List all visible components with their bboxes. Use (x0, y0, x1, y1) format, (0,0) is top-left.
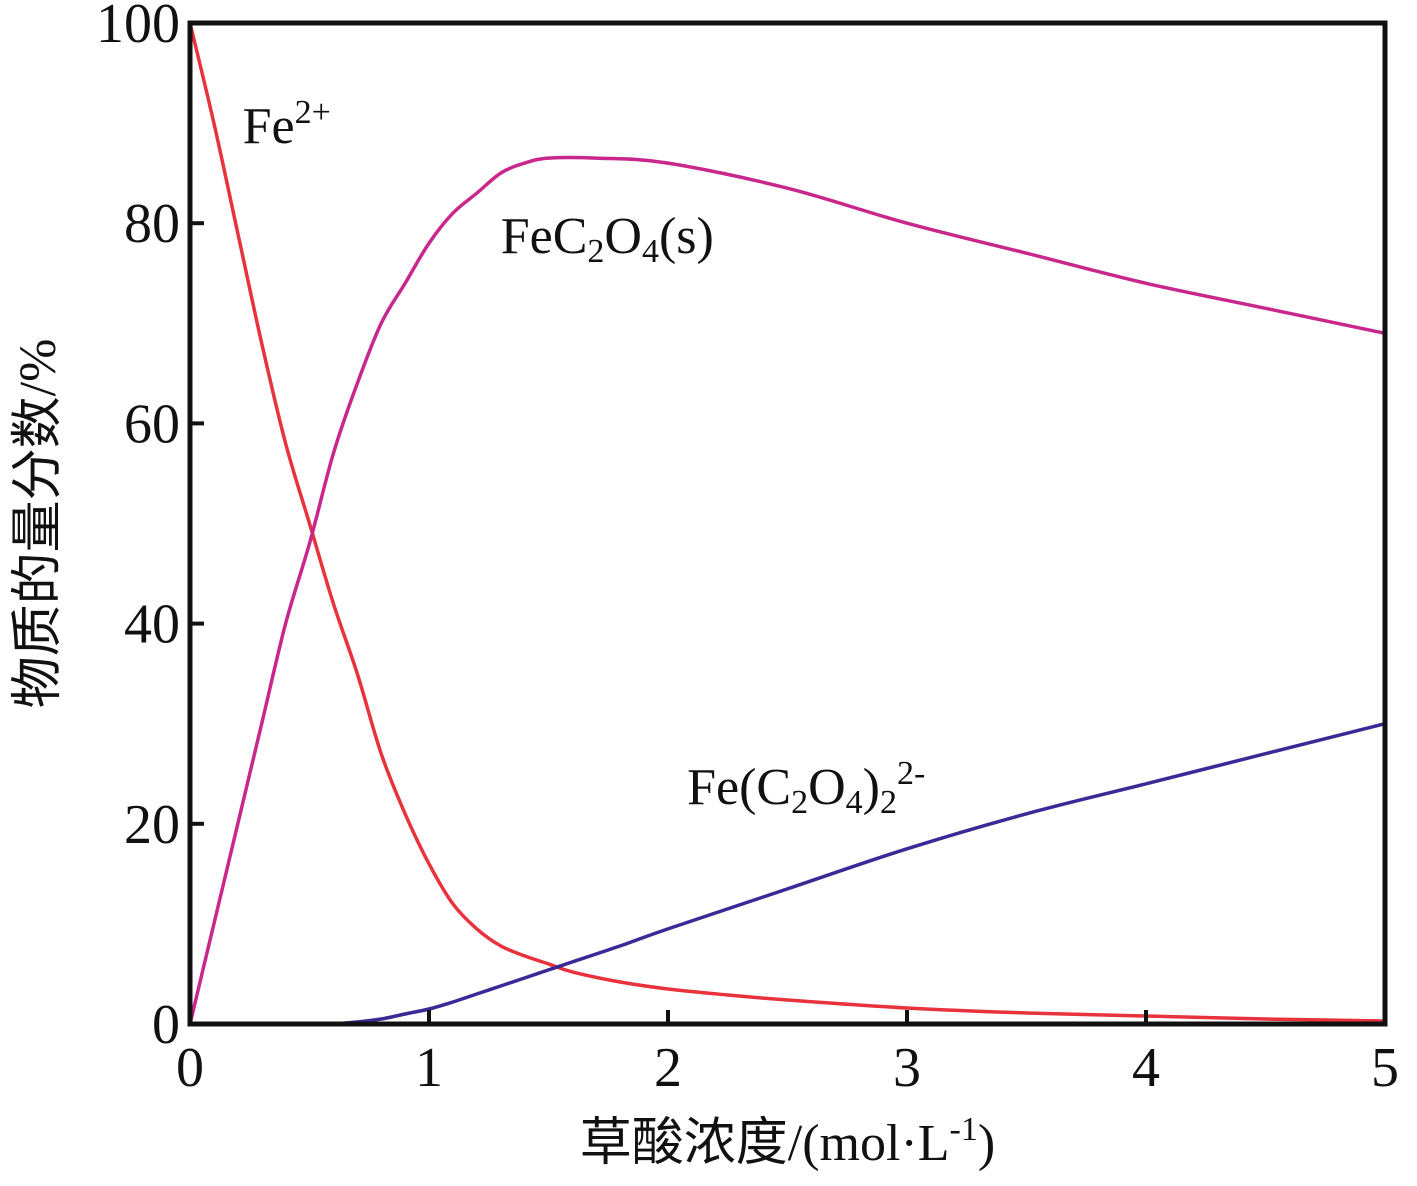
series-label-2: Fe(C2O4)22- (687, 755, 925, 821)
x-tick-label: 4 (1132, 1037, 1160, 1099)
y-tick-label: 0 (152, 994, 180, 1056)
series-line-1 (188, 155, 1387, 1026)
plot-frame (187, 20, 1388, 1027)
series-line-0 (188, 21, 1387, 1023)
series-label-1: FeC2O4(s) (501, 208, 714, 270)
series-line-2 (331, 721, 1387, 1026)
x-tick-label: 3 (893, 1037, 921, 1099)
x-axis-label: 草酸浓度/(mol·L-1) (580, 1111, 995, 1172)
x-tick-label: 0 (176, 1037, 204, 1099)
x-tick-label: 2 (654, 1037, 682, 1099)
ticks-layer: 0 1 2 3 4 5 0 20 40 60 80 100 (96, 0, 1399, 1099)
x-tick-label: 5 (1371, 1037, 1399, 1099)
y-tick-label: 100 (96, 0, 180, 55)
y-axis-label: 物质的量分数/% (10, 339, 67, 709)
y-tick-label: 20 (124, 794, 180, 856)
y-tick-label: 60 (124, 393, 180, 455)
series-label-0: Fe2+ (243, 94, 331, 155)
y-tick-label: 40 (124, 594, 180, 656)
y-tick-label: 80 (124, 193, 180, 255)
series-labels-layer: Fe2+ FeC2O4(s) Fe(C2O4)22- (243, 94, 926, 821)
series-layer (188, 21, 1387, 1026)
x-tick-label: 1 (415, 1037, 443, 1099)
